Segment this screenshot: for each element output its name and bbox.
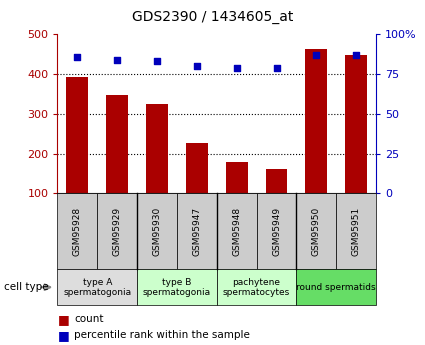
Text: percentile rank within the sample: percentile rank within the sample bbox=[74, 330, 250, 340]
Bar bbox=[186, 143, 208, 193]
Bar bbox=[106, 95, 128, 193]
Text: GSM95930: GSM95930 bbox=[153, 207, 162, 256]
Point bbox=[74, 54, 81, 59]
Text: type B
spermatogonia: type B spermatogonia bbox=[143, 277, 211, 297]
Text: round spermatids: round spermatids bbox=[297, 283, 376, 292]
Bar bbox=[66, 77, 88, 193]
Bar bbox=[266, 169, 287, 193]
Text: pachytene
spermatocytes: pachytene spermatocytes bbox=[223, 277, 290, 297]
Text: cell type: cell type bbox=[4, 282, 49, 292]
Text: GSM95928: GSM95928 bbox=[73, 207, 82, 256]
Point bbox=[273, 65, 280, 71]
Point bbox=[114, 57, 121, 63]
Text: GSM95950: GSM95950 bbox=[312, 207, 321, 256]
Text: ■: ■ bbox=[57, 328, 69, 342]
Bar bbox=[306, 49, 327, 193]
Text: type A
spermatogonia: type A spermatogonia bbox=[63, 277, 131, 297]
Bar bbox=[226, 162, 248, 193]
Text: GDS2390 / 1434605_at: GDS2390 / 1434605_at bbox=[132, 10, 293, 24]
Text: count: count bbox=[74, 314, 104, 324]
Point bbox=[353, 52, 360, 58]
Point bbox=[153, 59, 160, 64]
Text: GSM95948: GSM95948 bbox=[232, 207, 241, 256]
Point bbox=[233, 65, 240, 71]
Text: GSM95949: GSM95949 bbox=[272, 207, 281, 256]
Point bbox=[193, 63, 200, 69]
Text: ■: ■ bbox=[57, 313, 69, 326]
Point bbox=[313, 52, 320, 58]
Text: GSM95929: GSM95929 bbox=[113, 207, 122, 256]
Text: GSM95951: GSM95951 bbox=[352, 207, 361, 256]
Bar bbox=[146, 104, 168, 193]
Text: GSM95947: GSM95947 bbox=[193, 207, 201, 256]
Bar bbox=[345, 55, 367, 193]
